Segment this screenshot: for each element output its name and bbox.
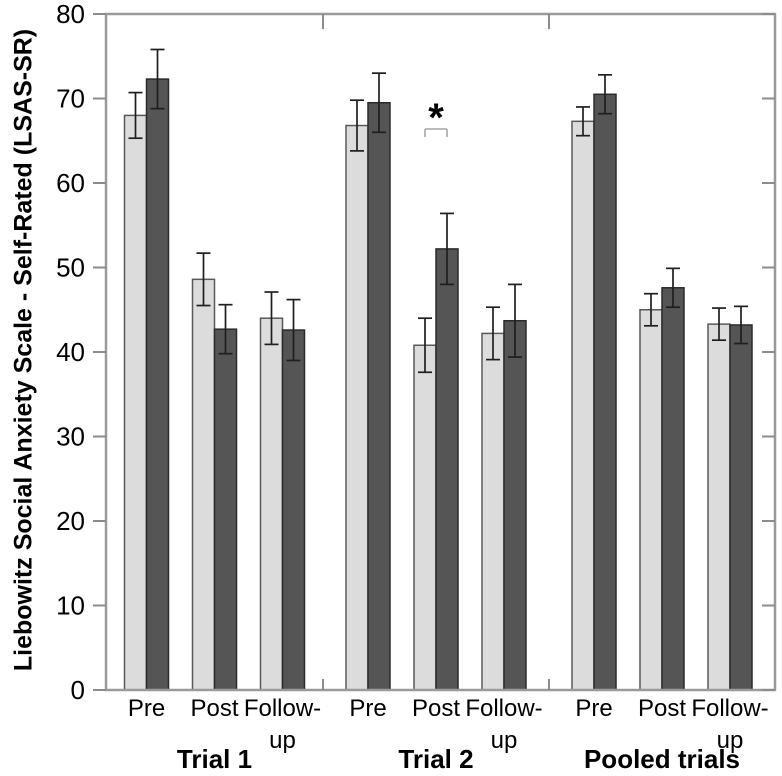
y-tick-label: 70 [56, 84, 85, 114]
y-tick-label: 0 [71, 675, 85, 705]
y-tick-label: 20 [56, 506, 85, 536]
x-category-label: Follow- [691, 695, 768, 722]
bar [145, 78, 170, 691]
x-category-label: up [491, 727, 518, 754]
bar [571, 120, 595, 691]
bar [707, 323, 731, 691]
bar [481, 332, 505, 691]
bar [729, 324, 753, 691]
y-axis-title: Liebowitz Social Anxiety Scale - Self-Ra… [9, 28, 38, 672]
y-tick-label: 60 [56, 168, 85, 198]
bar [259, 317, 284, 691]
bar [345, 124, 369, 691]
bar [123, 114, 148, 691]
x-category-label: Pre [349, 695, 386, 722]
bar [593, 93, 617, 691]
y-tick-label: 80 [56, 0, 85, 29]
x-category-label: Follow- [244, 695, 321, 722]
bar [435, 248, 459, 691]
bar [191, 278, 216, 691]
significance-asterisk: * [428, 96, 444, 140]
x-category-label: up [717, 727, 744, 754]
bar [661, 287, 685, 691]
y-tick-label: 40 [56, 337, 85, 367]
x-category-label: Post [638, 695, 686, 722]
y-tick-label: 30 [56, 422, 85, 452]
bar [281, 329, 306, 691]
x-category-label: Pre [128, 695, 165, 722]
bar [367, 101, 391, 691]
y-tick-label: 50 [56, 253, 85, 283]
group-label: Pooled trials [584, 744, 740, 774]
bar [639, 309, 663, 691]
x-category-label: Pre [575, 695, 612, 722]
bar [213, 328, 238, 691]
group-label: Trial 1 [177, 744, 252, 774]
group-label: Trial 2 [398, 744, 473, 774]
x-category-label: Follow- [465, 695, 542, 722]
x-category-label: up [269, 727, 296, 754]
x-category-label: Post [190, 695, 238, 722]
x-category-label: Post [412, 695, 460, 722]
bar [503, 319, 527, 691]
y-tick-label: 10 [56, 591, 85, 621]
bar [413, 344, 437, 691]
